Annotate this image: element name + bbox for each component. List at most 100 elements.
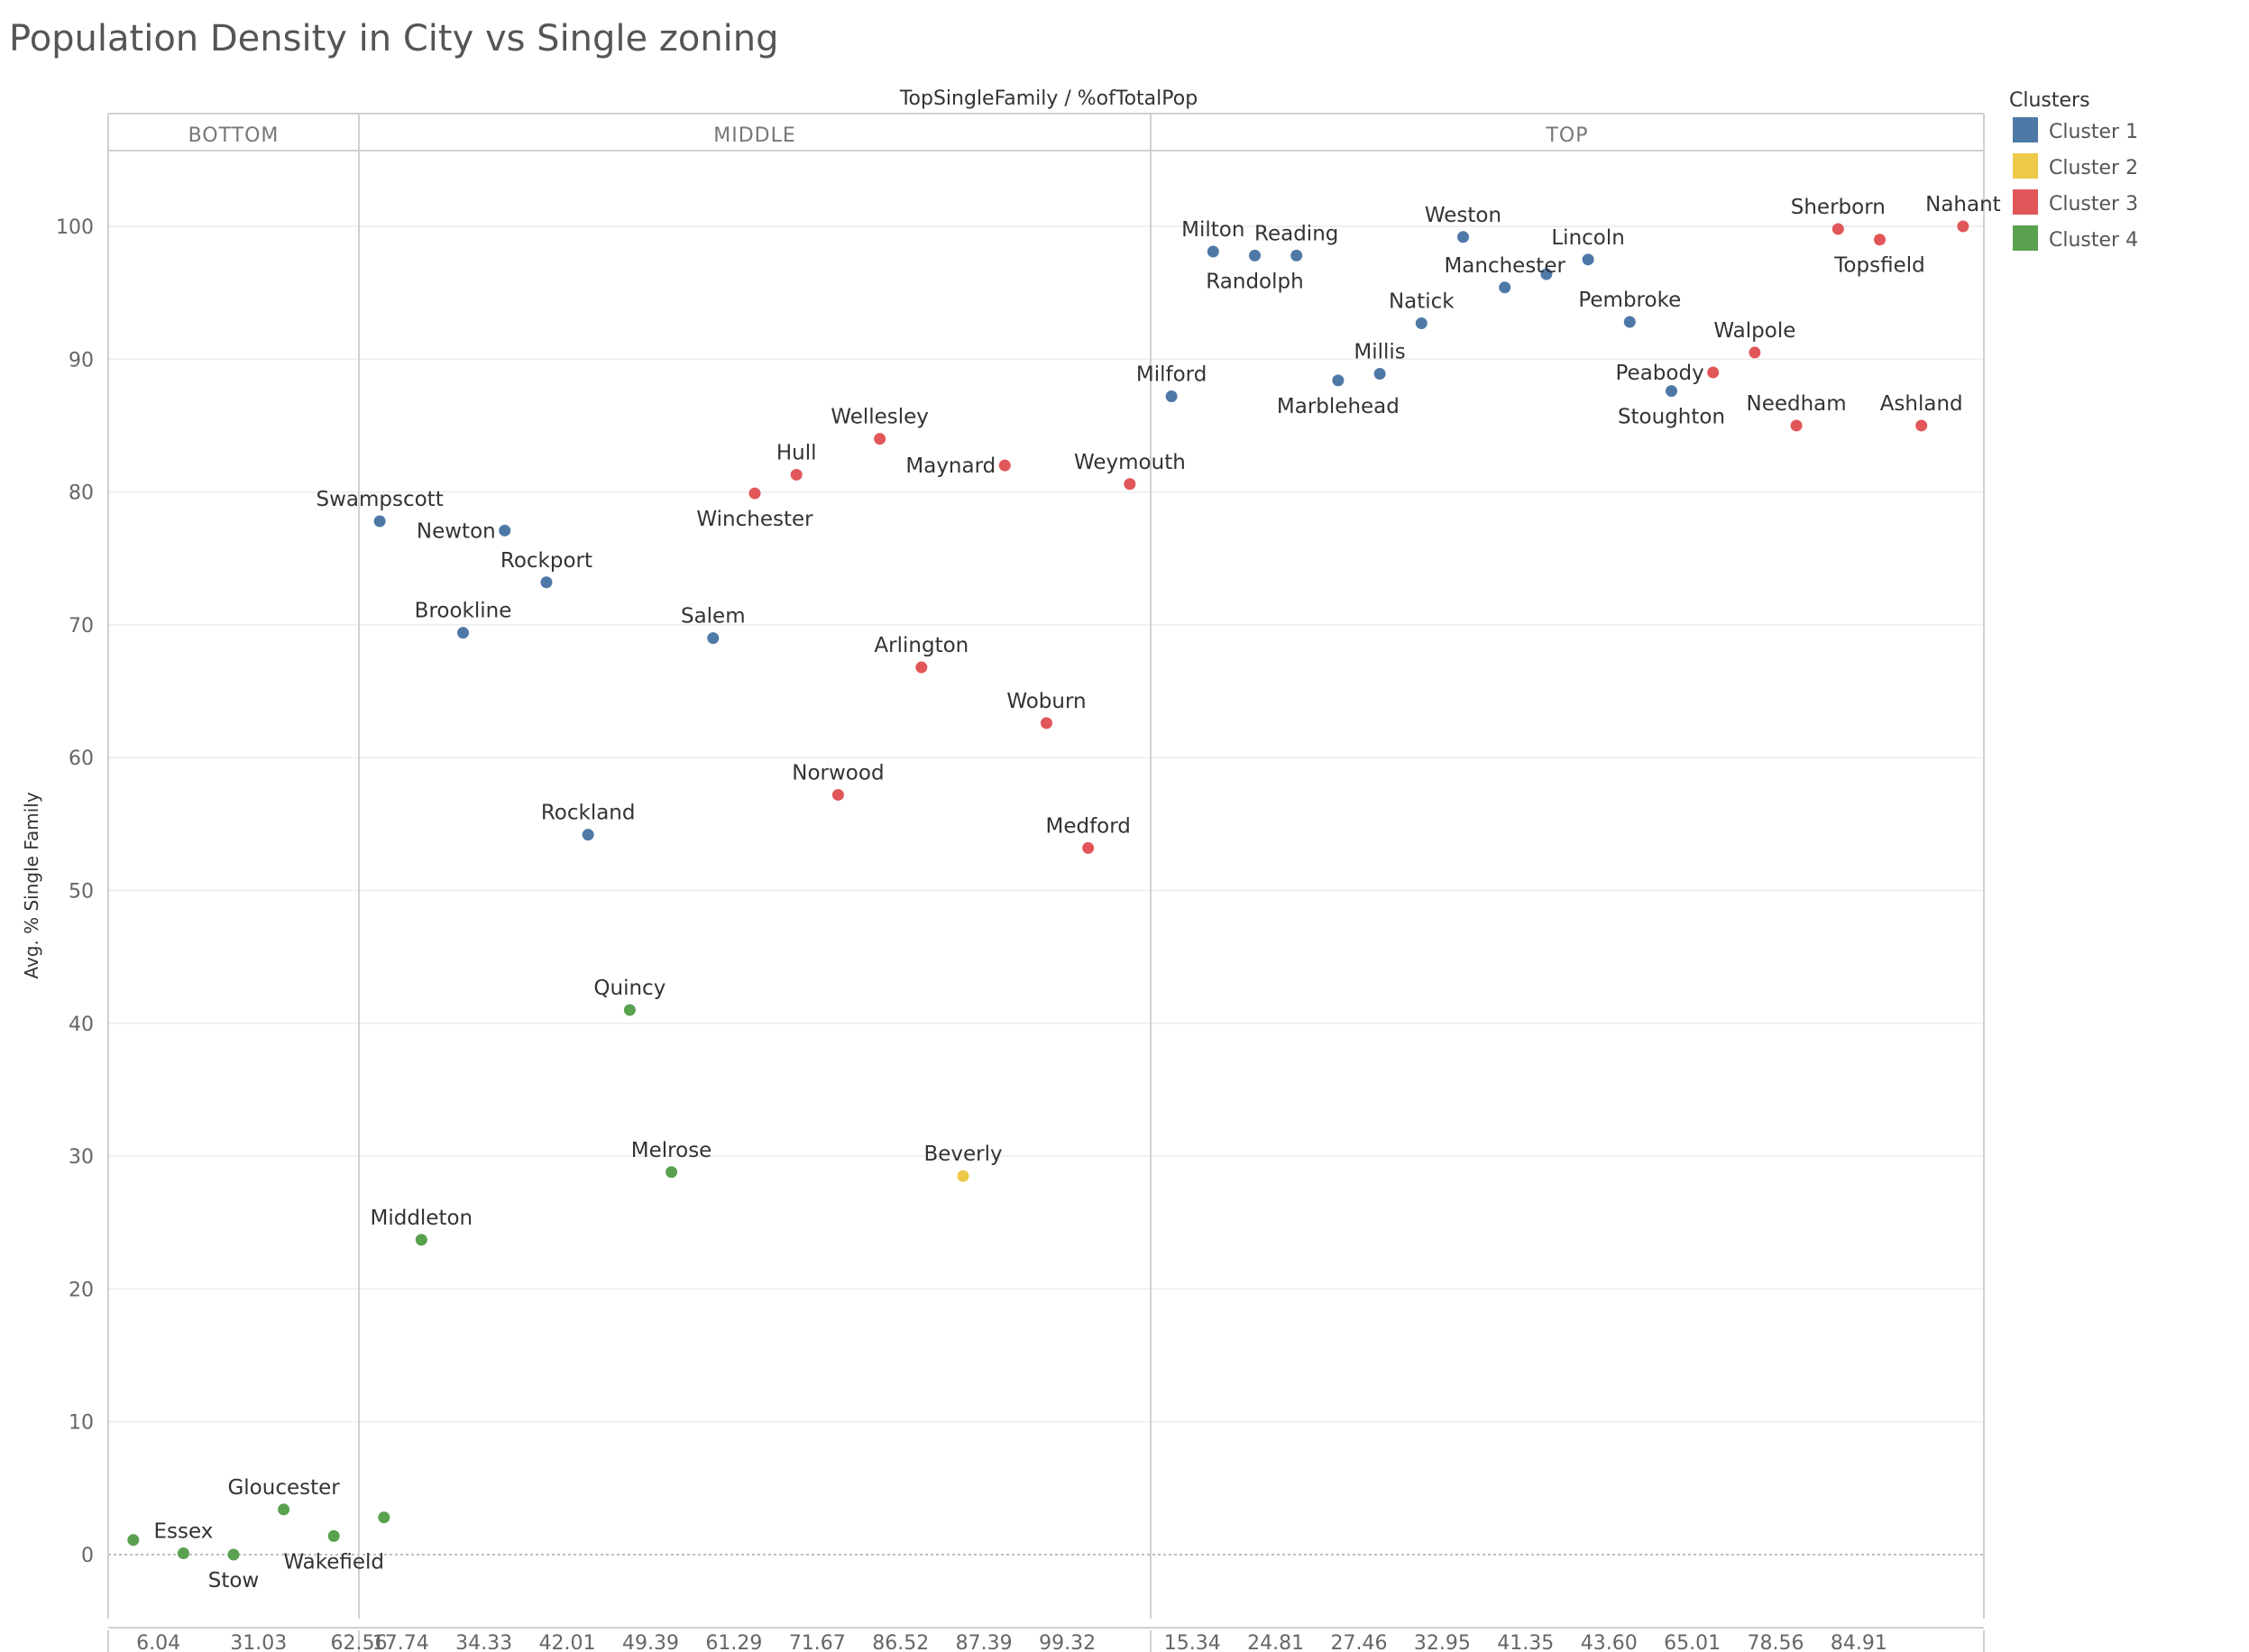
data-point	[1457, 231, 1469, 243]
data-point	[415, 1234, 427, 1246]
x-tick-label: 84.91	[1831, 1632, 1887, 1652]
legend-item-label: Cluster 4	[2049, 229, 2138, 252]
data-point	[1332, 374, 1345, 387]
point-label: Wellesley	[831, 406, 929, 429]
x-tick-label: 24.81	[1247, 1632, 1304, 1652]
x-tick-label: 49.39	[622, 1632, 679, 1652]
data-point	[1207, 245, 1219, 258]
panel-headers: BOTTOM MIDDLE TOP	[188, 124, 1588, 147]
point-label: Natick	[1389, 290, 1455, 314]
data-point	[623, 1004, 636, 1016]
data-point	[278, 1503, 290, 1516]
y-tick-label: 40	[69, 1014, 94, 1036]
point-label: Beverly	[923, 1143, 1002, 1166]
point-label: Medford	[1045, 814, 1130, 838]
point-label: Millis	[1354, 341, 1405, 364]
point-label: Stoughton	[1618, 406, 1725, 429]
y-tick-label: 0	[81, 1545, 94, 1567]
data-point	[1957, 220, 1969, 233]
x-tick-label: 62.56	[331, 1632, 388, 1652]
point-label: Swampscott	[316, 488, 443, 511]
data-point	[378, 1511, 390, 1524]
x-tick-label: 87.39	[956, 1632, 1013, 1652]
data-point	[1499, 281, 1511, 294]
point-label: Salem	[681, 605, 746, 629]
point-label: Hull	[776, 441, 817, 464]
panel-frames	[107, 113, 1985, 1652]
point-label: Wakefield	[283, 1550, 384, 1574]
chart-title: Population Density in City vs Single zon…	[9, 18, 779, 60]
data-point	[831, 788, 844, 801]
data-point	[499, 524, 511, 537]
data-point	[957, 1170, 969, 1182]
y-tick-label: 70	[69, 615, 94, 638]
data-point	[748, 487, 761, 500]
data-point	[373, 515, 386, 528]
point-label: Gloucester	[227, 1476, 340, 1500]
point-label: Marblehead	[1277, 395, 1400, 418]
x-tick-label: 43.60	[1581, 1632, 1638, 1652]
gridlines	[108, 225, 1984, 1556]
point-label: Rockport	[500, 549, 592, 573]
x-tick-label: 99.32	[1039, 1632, 1096, 1652]
data-point	[540, 576, 553, 589]
point-label: Rockland	[541, 802, 636, 825]
y-tick-label: 80	[69, 482, 94, 505]
x-tick-label: 31.03	[230, 1632, 287, 1652]
point-label: Melrose	[631, 1139, 712, 1162]
data-point	[1749, 346, 1761, 359]
data-point	[707, 632, 720, 645]
legend-item-label: Cluster 2	[2049, 157, 2138, 179]
point-label: Walpole	[1713, 319, 1795, 343]
data-points	[127, 220, 1969, 1561]
point-label: Middleton	[370, 1207, 473, 1230]
x-tick-label: 65.01	[1664, 1632, 1721, 1652]
data-point	[1124, 478, 1136, 491]
data-point	[1249, 249, 1261, 262]
data-point	[582, 829, 594, 841]
point-label: Brookline	[415, 600, 512, 623]
data-point	[327, 1529, 340, 1542]
y-axis-title: Avg. % Single Family	[21, 792, 42, 978]
legend-swatch	[2013, 117, 2038, 142]
y-tick-label: 100	[56, 216, 94, 239]
legend-title: Clusters	[2009, 89, 2090, 112]
x-tick-label: 78.56	[1748, 1632, 1804, 1652]
point-label: Sherborn	[1791, 196, 1886, 219]
point-label: Topsfield	[1833, 254, 1924, 278]
x-tick-label: 34.33	[455, 1632, 512, 1652]
x-tick-label: 61.29	[705, 1632, 762, 1652]
y-tick-label: 60	[69, 748, 94, 770]
data-point	[1290, 249, 1303, 262]
point-label: Ashland	[1880, 392, 1963, 416]
data-point	[127, 1534, 140, 1546]
data-point	[1165, 390, 1178, 403]
data-point	[1373, 368, 1386, 381]
legend-swatch	[2013, 153, 2038, 179]
panel-header-bottom: BOTTOM	[188, 124, 280, 147]
y-axis-ticks: 0 10 20 30 40 50 60 70 80 90 100	[56, 216, 94, 1567]
point-label: Needham	[1747, 392, 1847, 416]
data-point	[915, 661, 928, 674]
data-point	[998, 459, 1011, 472]
point-label: Woburn	[1006, 690, 1086, 713]
point-label: Norwood	[792, 761, 884, 785]
point-label: Pembroke	[1578, 289, 1681, 312]
data-point	[666, 1166, 678, 1179]
y-tick-label: 90	[69, 349, 94, 372]
data-point	[1415, 317, 1427, 330]
point-label: Randolph	[1206, 270, 1303, 293]
data-point	[1831, 223, 1844, 235]
data-point	[874, 433, 886, 445]
point-label: Maynard	[905, 454, 996, 478]
data-point	[1666, 385, 1677, 398]
data-point	[1790, 419, 1803, 432]
y-tick-label: 20	[69, 1279, 94, 1301]
x-tick-label: 17.74	[372, 1632, 429, 1652]
point-label: Nahant	[1925, 193, 2001, 216]
data-point	[1040, 717, 1052, 730]
data-point	[1915, 419, 1928, 432]
data-point	[1582, 253, 1594, 266]
point-label: Weston	[1425, 204, 1501, 227]
y-tick-label: 30	[69, 1146, 94, 1169]
